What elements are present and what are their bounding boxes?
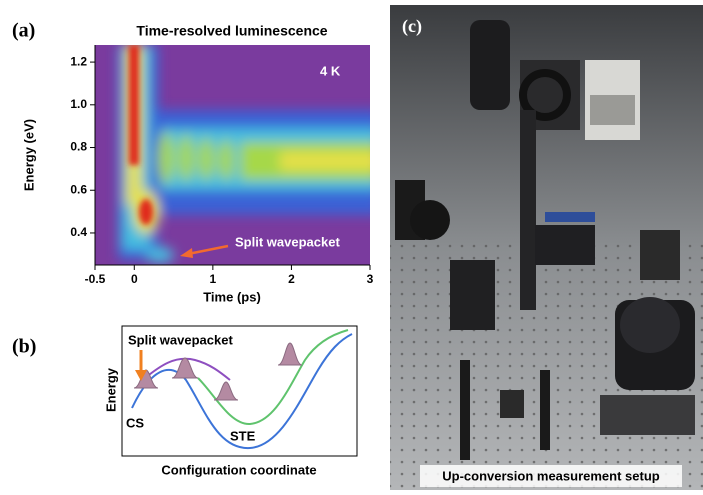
- caption: Up-conversion measurement setup: [442, 468, 660, 483]
- annotation: Split wavepacket: [235, 234, 340, 249]
- state-label: STE: [230, 428, 256, 443]
- panel-label: (a): [12, 20, 35, 42]
- y-axis-label: Energy: [103, 367, 118, 412]
- chart-title: Time-resolved luminescence: [136, 23, 327, 39]
- arrow: [135, 350, 147, 381]
- y-tick-label: 0.4: [70, 225, 87, 239]
- heatmap-image: [95, 45, 370, 265]
- state-label: CS: [126, 415, 144, 430]
- photo: [390, 5, 703, 490]
- x-tick-label: -0.5: [85, 272, 106, 286]
- y-tick-label: 0.6: [70, 182, 87, 196]
- panel-label: (b): [12, 336, 36, 358]
- y-tick-label: 0.8: [70, 140, 87, 154]
- x-tick-label: 3: [367, 272, 374, 286]
- diagram-title: Split wavepacket: [128, 332, 233, 347]
- y-tick-label: 1.0: [70, 97, 87, 111]
- panel-label: (c): [402, 16, 422, 37]
- potential-curves: [131, 329, 353, 450]
- y-tick-label: 1.2: [70, 54, 87, 68]
- wavepackets: [133, 342, 303, 401]
- y-axis-label: Energy (eV): [21, 119, 36, 191]
- x-tick-label: 0: [131, 272, 138, 286]
- arrow: [180, 244, 229, 258]
- x-tick-label: 2: [288, 272, 295, 286]
- x-tick-label: 1: [210, 272, 217, 286]
- axes: [94, 45, 370, 266]
- diagram-frame: [121, 325, 358, 457]
- x-axis-label: Time (ps): [203, 289, 261, 304]
- annotation: 4 K: [320, 63, 341, 78]
- caption-background: [420, 465, 682, 487]
- x-axis-label: Configuration coordinate: [161, 462, 316, 477]
